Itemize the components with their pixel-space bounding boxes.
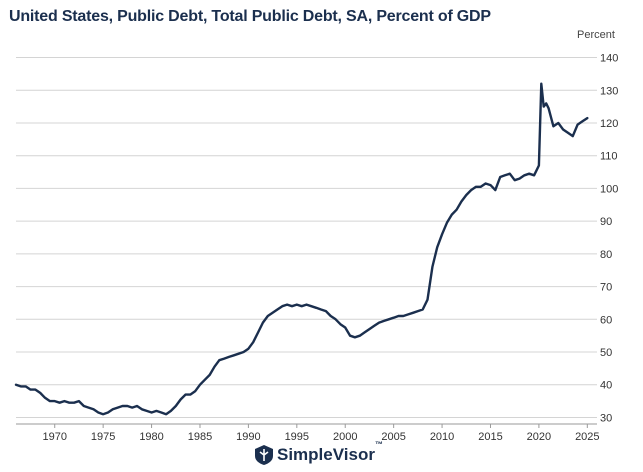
x-tick-label: 2015 [478, 431, 502, 443]
brand-trademark: ™ [374, 440, 383, 449]
x-tick-label: 2005 [381, 431, 405, 443]
x-tick-label: 1980 [139, 431, 163, 443]
y-tick-label: 60 [600, 314, 612, 326]
simplevisor-logo-icon [255, 445, 273, 465]
y-tick-label: 140 [600, 53, 618, 65]
y-tick-label: 30 [600, 412, 612, 424]
x-tick-label: 1975 [91, 431, 115, 443]
y-tick-label: 80 [600, 249, 612, 261]
x-tick-label: 1970 [42, 431, 66, 443]
x-tick-label: 1985 [188, 431, 212, 443]
brand-logo: SimpleVisor™ [255, 440, 383, 468]
x-tick-label: 2010 [430, 431, 454, 443]
x-tick-label: 1990 [236, 431, 260, 443]
series-layer [14, 82, 589, 416]
x-tick-label: 2000 [333, 431, 357, 443]
chart-title: United States, Public Debt, Total Public… [9, 8, 491, 25]
y-tick-label: 40 [600, 380, 612, 392]
y-tick-label: 120 [600, 118, 618, 130]
y-tick-label: 90 [600, 216, 612, 228]
axes: 30 40 50 60 70 80 90 100 110 120 130 140 1970 1975 198… [16, 53, 618, 443]
series-line [14, 82, 589, 416]
x-tick-label: 1995 [285, 431, 309, 443]
y-tick-label: 110 [600, 151, 618, 163]
y-axis-unit-label: Percent [577, 29, 615, 41]
x-tick-label: 2025 [575, 431, 599, 443]
y-tick-label: 70 [600, 282, 612, 294]
y-tick-label: 130 [600, 85, 618, 97]
brand-name: SimpleVisor™ [277, 440, 383, 464]
gridlines [16, 57, 597, 418]
y-tick-label: 100 [600, 183, 618, 195]
y-tick-label: 50 [600, 347, 612, 359]
x-tick-label: 2020 [527, 431, 551, 443]
